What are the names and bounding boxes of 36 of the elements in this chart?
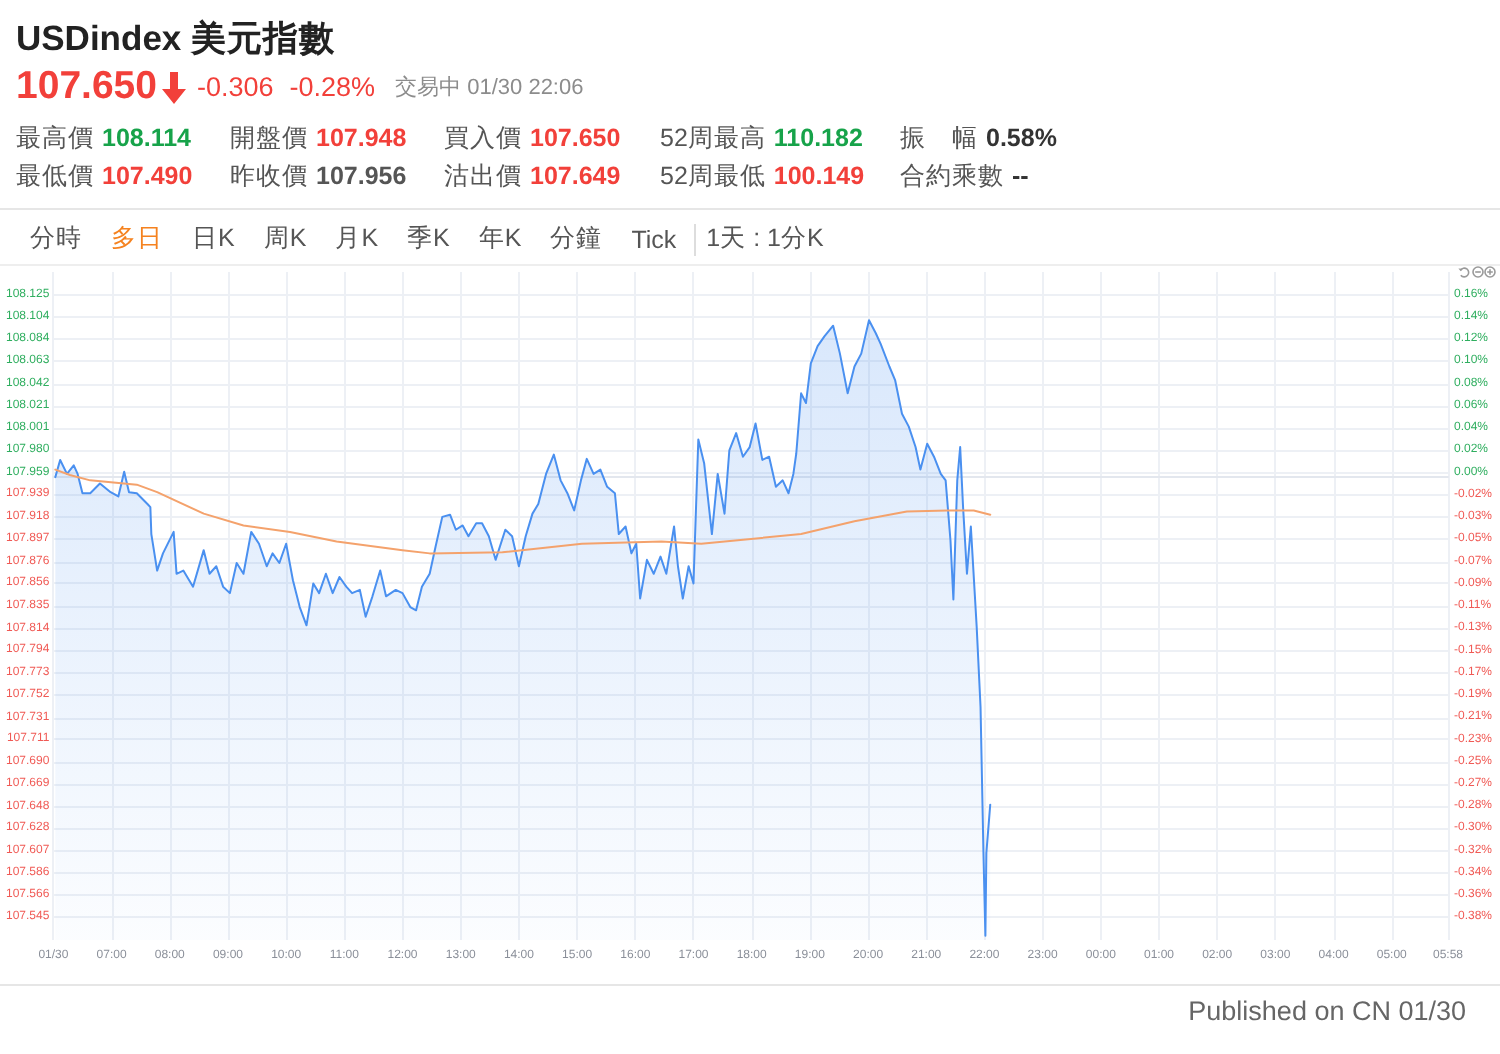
text: 分鐘 [550, 222, 603, 256]
text: 110.182 [773, 124, 863, 152]
text: 100.149 [773, 162, 865, 190]
text: 年K [478, 222, 522, 256]
text: 107.650 [530, 124, 621, 152]
text: 交易中 01/30 22:06 [395, 73, 584, 102]
text: 振 幅 [900, 124, 978, 152]
text: 周K [263, 222, 307, 256]
text: 合約乘數 [900, 162, 1004, 190]
text: 最高價 [16, 124, 94, 152]
text: 52周最低 [660, 162, 766, 190]
text: 107.490 [102, 162, 193, 190]
text: 107.948 [316, 124, 407, 152]
text: 107.649 [530, 162, 621, 190]
text: 1天 : 1分K [706, 222, 824, 256]
text: 107.956 [316, 162, 407, 190]
text: -0.28% [289, 72, 376, 102]
chart-title: USDindex 美元指數 [16, 16, 336, 62]
text: 沽出價 [444, 162, 522, 190]
text: 52周最高 [660, 124, 766, 152]
text: 0.58% [986, 124, 1057, 152]
text: 多日 [111, 222, 163, 256]
text: 分時 [30, 222, 82, 256]
text: Published on CN 01/30 [1188, 996, 1466, 1026]
text: 日K [192, 222, 235, 256]
text: 108.114 [102, 124, 191, 152]
text: Tick [631, 225, 677, 253]
text: 昨收價 [230, 162, 308, 190]
text: 買入價 [444, 124, 522, 152]
text: 開盤價 [230, 124, 308, 152]
text: 季K [407, 222, 450, 256]
text: -0.306 [197, 72, 274, 102]
text: 107.650 [16, 64, 157, 110]
text: -- [1012, 162, 1029, 190]
text: 最低價 [16, 162, 94, 190]
text: 月K [335, 222, 379, 256]
